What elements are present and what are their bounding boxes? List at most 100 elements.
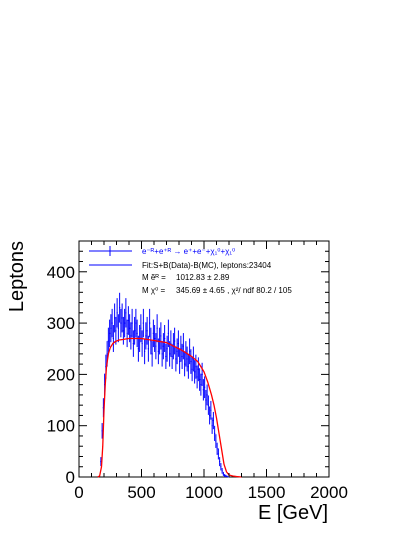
legend-mass-e-value: 1012.83 ± 2.89 xyxy=(176,273,230,282)
histogram-bin xyxy=(204,376,206,399)
legend-mass-e-label: M ẽᴿ = xyxy=(142,273,166,282)
x-tick-label: 1500 xyxy=(248,483,286,502)
histogram-bin xyxy=(207,395,209,415)
histogram-bin xyxy=(131,308,133,338)
data-layer xyxy=(100,292,229,478)
histogram-bin xyxy=(151,341,153,367)
histogram-bin xyxy=(136,319,138,348)
histogram-bin xyxy=(187,354,189,379)
histogram-bin xyxy=(174,327,176,355)
histogram-bin xyxy=(191,357,193,382)
x-tick-labels: 0 500 1000 1500 2000 xyxy=(74,483,348,502)
histogram-bin xyxy=(216,442,218,455)
histogram-bin xyxy=(197,357,199,382)
legend: e⁻ᴿ+e⁺ᴿ → e⁺+e⁻+χ₁⁰+χ₁⁰ Fit:S+B(Data)-B(… xyxy=(89,246,292,295)
histogram-bin xyxy=(217,448,219,460)
histogram-bin xyxy=(111,308,113,338)
histogram-bin xyxy=(170,330,172,357)
histogram-bin xyxy=(134,316,136,345)
histogram-bin xyxy=(194,360,196,384)
histogram-bin xyxy=(215,434,217,448)
legend-mass-chi-label: M χ⁰ = xyxy=(142,286,166,295)
histogram-bin xyxy=(220,463,222,471)
histogram-bin xyxy=(202,379,204,401)
histogram-bin xyxy=(122,316,124,345)
histogram-bin xyxy=(127,306,129,335)
histogram-bin xyxy=(141,330,143,357)
histogram-bin xyxy=(149,308,151,338)
histogram-bin xyxy=(156,314,158,343)
histogram-bin xyxy=(225,474,227,477)
histogram-bin xyxy=(181,343,183,370)
y-tick-label: 400 xyxy=(47,263,75,282)
histogram-bin xyxy=(214,425,216,441)
x-tick-label: 2000 xyxy=(310,483,348,502)
histogram-bin xyxy=(189,338,191,365)
histogram-bin xyxy=(211,417,213,434)
x-axis-title: E [GeV] xyxy=(258,502,328,524)
histogram-bin xyxy=(180,335,182,362)
histogram-bin xyxy=(169,341,171,367)
histogram-bin xyxy=(101,423,103,439)
histogram-bin xyxy=(124,308,126,338)
histogram-bin xyxy=(224,474,226,477)
histogram-bin xyxy=(200,373,202,396)
y-axis-title: Leptons xyxy=(6,241,28,312)
histogram-bin xyxy=(155,333,157,360)
histogram-bin xyxy=(201,362,203,387)
histogram-bin xyxy=(135,308,137,338)
histogram-bin xyxy=(205,389,207,411)
histogram-bin xyxy=(144,338,146,365)
histogram-bin xyxy=(130,322,132,350)
histogram-bin xyxy=(112,324,114,352)
ticks xyxy=(78,240,330,478)
histogram-bin xyxy=(115,316,117,345)
y-tick-labels: 0 100 200 300 400 xyxy=(47,263,75,487)
histogram-bin xyxy=(150,327,152,355)
legend-fit-label: Fit:S+B(Data)-B(MC), leptons:23404 xyxy=(142,261,272,270)
y-tick-label: 300 xyxy=(47,314,75,333)
histogram-bin xyxy=(184,351,186,377)
histogram-bin xyxy=(199,368,201,391)
histogram-bin xyxy=(219,457,221,467)
histogram-bin xyxy=(126,319,128,348)
histogram-bin xyxy=(154,324,156,352)
histogram-bin xyxy=(182,333,184,360)
histogram-bin xyxy=(157,338,159,365)
histogram-bin xyxy=(177,330,179,357)
histogram-bin xyxy=(117,314,119,343)
histogram-bin xyxy=(161,341,163,367)
histogram-bin xyxy=(190,349,192,374)
histogram-bin xyxy=(121,303,123,333)
histogram-bin xyxy=(152,319,154,348)
legend-data-label: e⁻ᴿ+e⁺ᴿ → e⁺+e⁻+χ₁⁰+χ₁⁰ xyxy=(142,247,235,256)
y-tick-label: 0 xyxy=(66,468,75,487)
histogram-bin xyxy=(110,314,112,343)
histogram-bin xyxy=(166,335,168,362)
fit-curve xyxy=(97,337,242,478)
histogram-bin xyxy=(186,346,188,372)
histogram-bin xyxy=(212,411,214,430)
histogram-bin xyxy=(164,324,166,352)
histogram-bin xyxy=(116,298,118,328)
histogram-bin xyxy=(176,338,178,365)
y-tick-label: 200 xyxy=(47,365,75,384)
histogram-bin xyxy=(165,343,167,370)
histogram-bin xyxy=(209,406,211,425)
histogram-bin xyxy=(221,467,223,474)
histogram-bin xyxy=(137,335,139,362)
histogram-bin xyxy=(226,475,228,477)
histogram-bin xyxy=(185,341,187,367)
histogram-bin xyxy=(162,333,164,360)
histogram-bin xyxy=(109,319,111,348)
histogram-bin xyxy=(167,319,169,348)
histogram-bin xyxy=(175,346,177,372)
histogram-bin xyxy=(206,384,208,406)
histogram-bin xyxy=(119,292,121,323)
histogram-bin xyxy=(132,330,134,357)
legend-mass-chi-value: 345.69 ± 4.65 , χ²/ ndf 80.2 / 105 xyxy=(176,286,292,295)
histogram-bin xyxy=(171,343,173,370)
x-tick-label: 0 xyxy=(74,483,83,502)
y-tick-label: 100 xyxy=(47,417,75,436)
